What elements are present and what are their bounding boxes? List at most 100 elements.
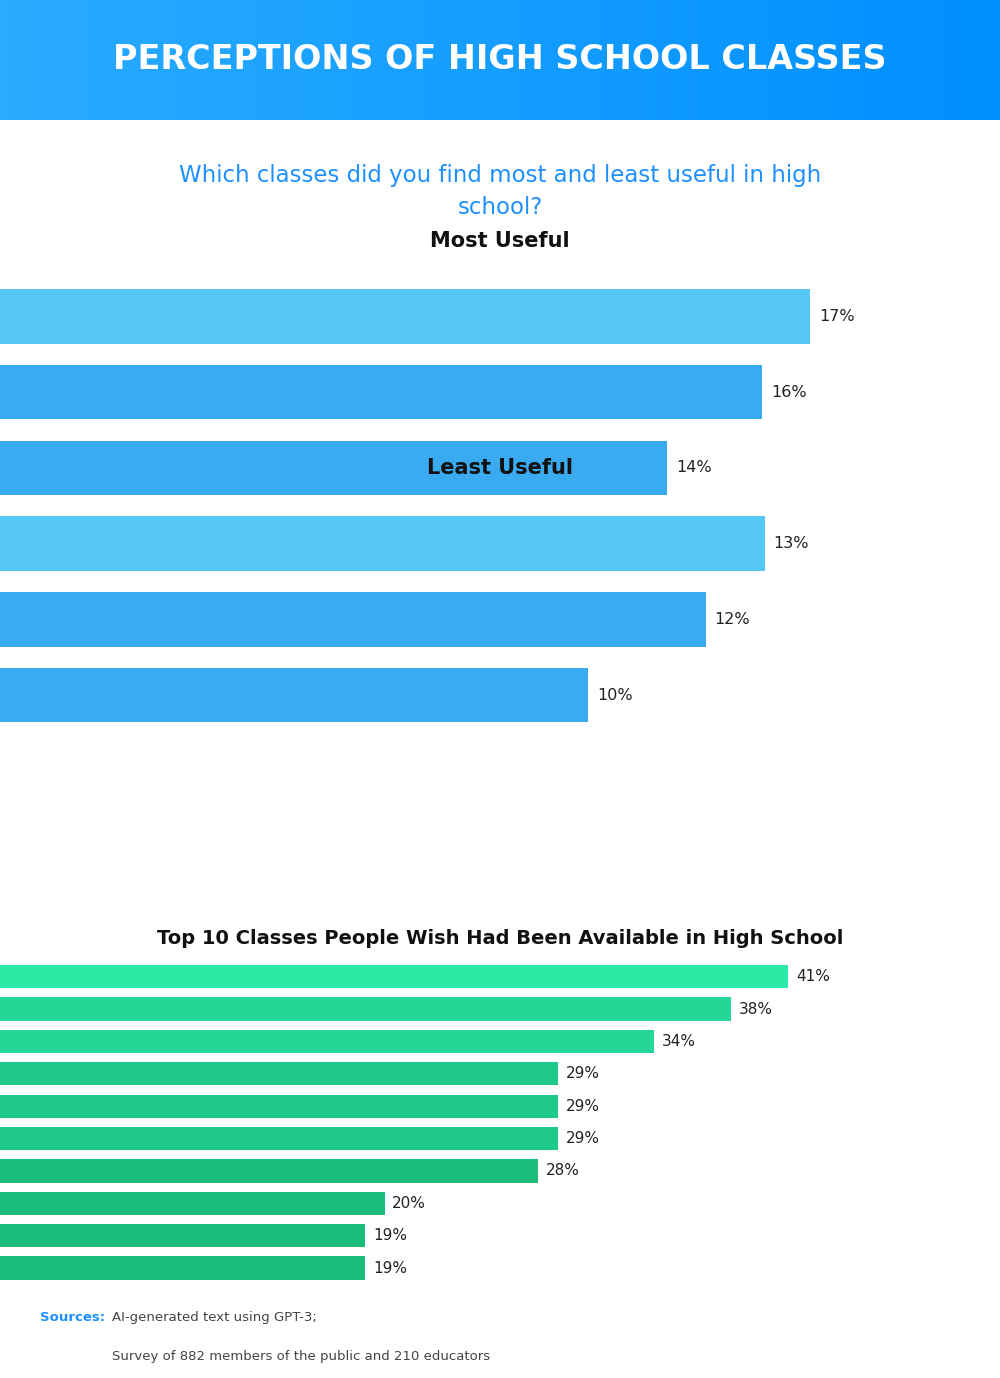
Bar	[945, 0, 950, 120]
Bar	[805, 0, 810, 120]
Bar	[665, 0, 670, 120]
Bar	[190, 0, 195, 120]
Bar	[485, 0, 490, 120]
Bar	[875, 0, 880, 120]
Bar	[335, 0, 340, 120]
Bar	[285, 0, 290, 120]
Bar	[135, 0, 140, 120]
Bar	[110, 0, 115, 120]
Bar	[580, 0, 585, 120]
Bar	[275, 0, 280, 120]
Bar	[130, 0, 135, 120]
Bar	[280, 0, 285, 120]
Bar	[475, 0, 480, 120]
Bar	[715, 0, 720, 120]
Bar	[965, 0, 970, 120]
Bar	[0, 1029, 654, 1053]
Bar	[520, 0, 525, 120]
Text: 17%: 17%	[819, 309, 855, 324]
Bar	[480, 0, 485, 120]
Bar	[690, 0, 695, 120]
Bar	[150, 0, 155, 120]
Bar	[820, 0, 825, 120]
Bar	[795, 0, 800, 120]
Bar	[70, 0, 75, 120]
Bar	[105, 0, 110, 120]
Bar	[540, 0, 545, 120]
Bar	[340, 0, 345, 120]
Bar	[855, 0, 860, 120]
Text: Least Useful: Least Useful	[427, 459, 573, 478]
Bar	[0, 517, 765, 570]
Bar	[570, 0, 575, 120]
Bar	[415, 0, 420, 120]
Text: 29%: 29%	[565, 1131, 599, 1146]
Bar	[955, 0, 960, 120]
Bar	[25, 0, 30, 120]
Bar	[800, 0, 805, 120]
Bar	[830, 0, 835, 120]
Bar	[910, 0, 915, 120]
Bar	[870, 0, 875, 120]
Bar	[635, 0, 640, 120]
Bar	[895, 0, 900, 120]
Bar	[575, 0, 580, 120]
Bar	[815, 0, 820, 120]
Bar	[260, 0, 265, 120]
Bar	[725, 0, 730, 120]
Text: 10%: 10%	[597, 688, 633, 703]
Bar	[355, 0, 360, 120]
Bar	[0, 441, 667, 495]
Bar	[145, 0, 150, 120]
Bar	[620, 0, 625, 120]
Bar	[995, 0, 1000, 120]
Bar	[360, 0, 365, 120]
Bar	[565, 0, 570, 120]
Bar	[0, 998, 731, 1021]
Bar	[535, 0, 540, 120]
Bar	[120, 0, 125, 120]
Text: 29%: 29%	[565, 1067, 599, 1082]
Text: 29%: 29%	[565, 1098, 599, 1113]
Bar	[760, 0, 765, 120]
Text: Which classes did you find most and least useful in high
school?: Which classes did you find most and leas…	[179, 164, 821, 219]
Bar	[55, 0, 60, 120]
Bar	[925, 0, 930, 120]
Bar	[900, 0, 905, 120]
Bar	[825, 0, 830, 120]
Bar	[495, 0, 500, 120]
Bar	[125, 0, 130, 120]
Bar	[325, 0, 330, 120]
Bar	[270, 0, 275, 120]
Text: Survey of 882 members of the public and 210 educators: Survey of 882 members of the public and …	[112, 1350, 490, 1363]
Bar	[295, 0, 300, 120]
Bar	[0, 365, 762, 419]
Bar	[0, 965, 788, 988]
Bar	[810, 0, 815, 120]
Bar	[700, 0, 705, 120]
Bar	[920, 0, 925, 120]
Bar	[185, 0, 190, 120]
Bar	[745, 0, 750, 120]
Bar	[60, 0, 65, 120]
Bar	[235, 0, 240, 120]
Bar	[225, 0, 230, 120]
Bar	[615, 0, 620, 120]
Text: 14%: 14%	[676, 460, 712, 475]
Bar	[0, 1257, 365, 1280]
Bar	[915, 0, 920, 120]
Bar	[440, 0, 445, 120]
Bar	[660, 0, 665, 120]
Bar	[395, 0, 400, 120]
Bar	[730, 0, 735, 120]
Bar	[770, 0, 775, 120]
Text: 41%: 41%	[796, 969, 830, 984]
Bar	[755, 0, 760, 120]
Bar	[240, 0, 245, 120]
Bar	[610, 0, 615, 120]
Bar	[0, 668, 588, 722]
Bar	[980, 0, 985, 120]
Bar	[445, 0, 450, 120]
Text: 19%: 19%	[373, 1261, 407, 1276]
Bar	[205, 0, 210, 120]
